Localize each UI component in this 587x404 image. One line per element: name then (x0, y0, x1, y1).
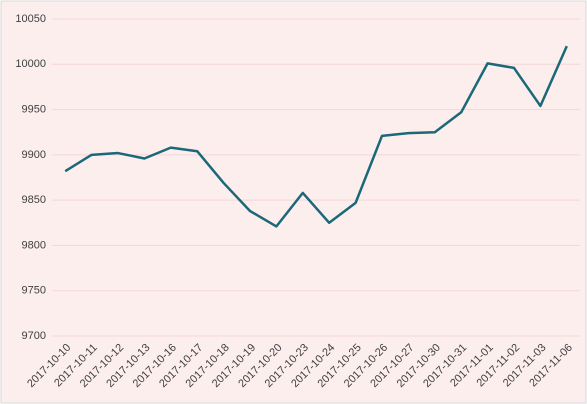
y-tick-label: 9800 (22, 239, 46, 251)
y-tick-label: 9700 (22, 330, 46, 342)
y-tick-label: 9850 (22, 194, 46, 206)
y-tick-label: 10000 (15, 58, 46, 70)
line (64, 45, 568, 228)
y-tick-label: 9900 (22, 149, 46, 161)
y-tick-label: 9950 (22, 103, 46, 115)
y-tick-label: 9750 (22, 285, 46, 297)
y-tick-label: 10050 (15, 13, 46, 25)
